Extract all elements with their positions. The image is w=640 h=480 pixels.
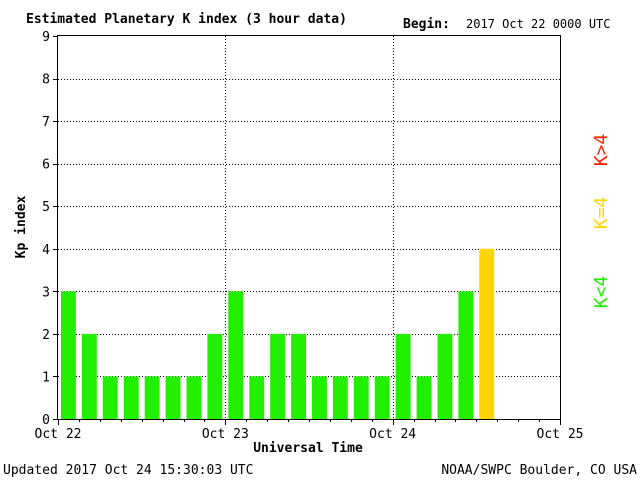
kp-bar	[416, 376, 432, 419]
grid-lines	[58, 36, 560, 419]
updated-timestamp: Updated 2017 Oct 24 15:30:03 UTC	[3, 463, 253, 478]
y-tick-label: 6	[42, 158, 50, 173]
kp-bar	[144, 376, 160, 419]
y-axis-label: Kp index	[14, 196, 29, 259]
x-tick-label: Oct 24	[369, 427, 416, 442]
y-tick-label: 0	[42, 413, 50, 428]
kp-bar	[312, 376, 327, 419]
begin-value: 2017 Oct 22 0000 UTC	[466, 17, 611, 31]
kp-bar	[102, 376, 118, 419]
y-tick-label: 5	[42, 200, 50, 215]
x-tick-label: Oct 23	[202, 427, 249, 442]
x-tick-label: Oct 25	[537, 427, 584, 442]
y-tick-label: 2	[42, 328, 50, 343]
y-tick-label: 3	[42, 285, 50, 300]
y-tick-label: 4	[42, 243, 50, 258]
begin-label: Begin:	[403, 17, 450, 32]
legend-k-equal-4: K=4	[591, 197, 612, 230]
kp-bar	[291, 333, 306, 419]
y-tick-label: 1	[42, 370, 50, 385]
kp-bar	[228, 291, 244, 419]
y-tick-label: 7	[42, 115, 50, 130]
x-axis-ticks: Oct 22 Oct 23 Oct 24 Oct 25	[35, 419, 584, 442]
kp-bar	[81, 333, 97, 419]
kp-bar	[437, 333, 453, 419]
plot-frame	[57, 35, 561, 420]
x-tick-label: Oct 22	[35, 427, 82, 442]
kp-bar	[458, 291, 474, 419]
bars	[61, 248, 495, 419]
kp-bar	[353, 376, 369, 419]
kp-bar	[207, 333, 223, 419]
kp-bar	[165, 376, 181, 419]
kp-bar	[123, 376, 139, 419]
legend-k-greater-4: K>4	[591, 134, 612, 167]
kp-bar	[374, 376, 390, 419]
kp-bar	[270, 333, 286, 419]
kp-bar	[332, 376, 348, 419]
chart-title: Estimated Planetary K index (3 hour data…	[26, 12, 347, 27]
kp-bar	[249, 376, 265, 419]
kp-bar	[395, 333, 411, 419]
legend-k-less-4: K<4	[591, 276, 612, 309]
source-credit: NOAA/SWPC Boulder, CO USA	[441, 463, 637, 478]
x-axis-label: Universal Time	[253, 441, 363, 456]
y-axis-ticks: 0 1 2 3 4 5 6 7 8 9	[42, 30, 58, 428]
kp-bar	[186, 376, 202, 419]
kp-bar	[61, 291, 76, 419]
kp-bar	[479, 248, 495, 419]
y-tick-label: 8	[42, 73, 50, 88]
y-tick-label: 9	[42, 30, 50, 45]
